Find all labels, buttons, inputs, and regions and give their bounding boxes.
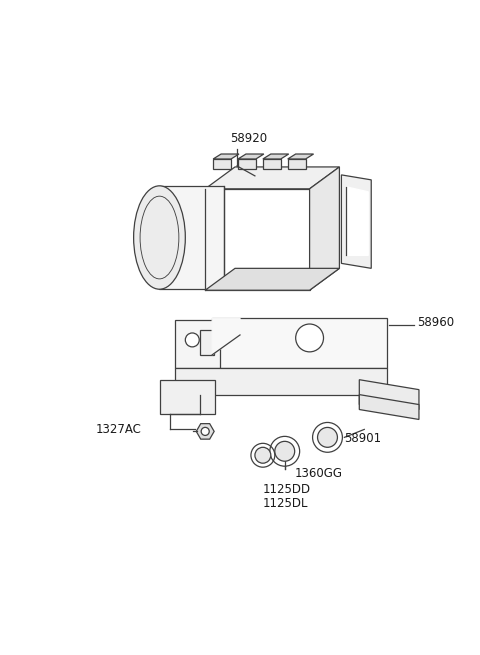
Circle shape (318, 428, 337, 447)
Circle shape (201, 427, 209, 436)
Ellipse shape (133, 186, 185, 290)
Polygon shape (288, 154, 313, 159)
Polygon shape (159, 186, 224, 290)
Polygon shape (341, 175, 371, 269)
Text: 1125DD: 1125DD (263, 483, 311, 496)
Polygon shape (347, 187, 368, 255)
Polygon shape (263, 154, 288, 159)
Polygon shape (238, 154, 264, 159)
Polygon shape (175, 320, 220, 367)
Polygon shape (196, 424, 214, 439)
Polygon shape (205, 167, 339, 189)
Text: 58901: 58901 (344, 432, 382, 445)
Circle shape (275, 441, 295, 461)
Polygon shape (212, 318, 387, 367)
Circle shape (185, 333, 199, 347)
Text: 1125DL: 1125DL (263, 497, 308, 510)
Polygon shape (360, 380, 419, 409)
Polygon shape (175, 367, 387, 394)
Polygon shape (288, 159, 306, 169)
Polygon shape (212, 318, 240, 355)
Text: 58960: 58960 (417, 316, 454, 329)
Polygon shape (360, 394, 419, 419)
Circle shape (296, 324, 324, 352)
Text: 1360GG: 1360GG (295, 467, 343, 480)
Polygon shape (205, 269, 339, 290)
Text: 58920: 58920 (230, 132, 267, 145)
Polygon shape (310, 167, 339, 290)
Polygon shape (160, 380, 215, 415)
Polygon shape (213, 159, 231, 169)
Text: 1327AC: 1327AC (96, 423, 142, 436)
Polygon shape (205, 189, 310, 290)
Polygon shape (238, 159, 256, 169)
Polygon shape (213, 154, 239, 159)
Polygon shape (263, 159, 281, 169)
Circle shape (255, 447, 271, 463)
Polygon shape (200, 330, 214, 355)
